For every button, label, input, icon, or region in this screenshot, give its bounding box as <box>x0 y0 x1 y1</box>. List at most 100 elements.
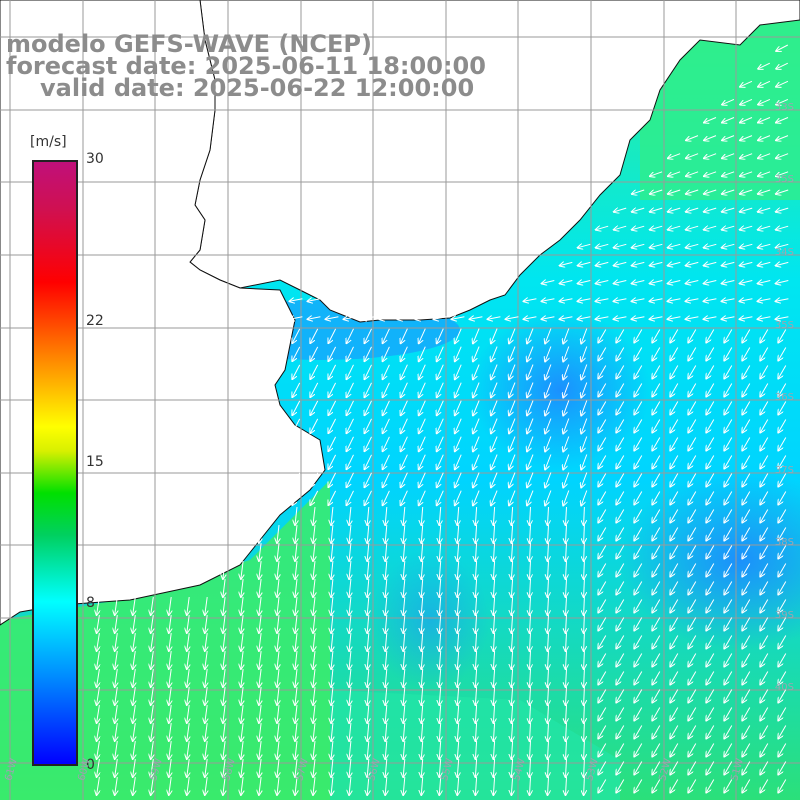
wind-arrow <box>563 454 570 470</box>
wind-arrow <box>566 776 567 795</box>
wind-arrow <box>545 400 552 416</box>
wind-arrow <box>349 542 351 561</box>
wind-arrow <box>241 633 243 651</box>
wind-arrow <box>563 346 570 362</box>
wind-arrow <box>419 400 426 416</box>
wind-arrow <box>491 364 498 380</box>
wind-arrow <box>706 329 715 343</box>
wind-arrow <box>509 364 516 380</box>
wind-arrow <box>688 581 697 595</box>
wind-arrow <box>760 707 769 721</box>
wind-arrow <box>475 542 476 561</box>
wind-arrow <box>563 382 570 398</box>
wind-arrow <box>548 722 549 741</box>
wind-arrow <box>688 491 697 505</box>
wind-arrow <box>776 208 789 212</box>
wind-arrow <box>421 776 422 795</box>
wind-arrow <box>760 455 769 469</box>
wind-arrow <box>740 98 753 104</box>
wind-arrow <box>530 596 531 615</box>
wind-arrow <box>545 364 552 380</box>
wind-arrow <box>527 400 534 416</box>
wind-arrow <box>295 687 297 705</box>
wind-arrow <box>308 299 321 302</box>
wind-arrow <box>688 707 697 721</box>
wind-arrow <box>548 740 549 759</box>
wind-arrow <box>760 491 769 505</box>
wind-arrow <box>331 506 333 525</box>
wind-arrow <box>491 328 498 344</box>
wind-arrow <box>439 704 440 723</box>
wind-arrow <box>616 617 625 631</box>
wind-arrow <box>581 418 588 434</box>
wind-arrow <box>581 346 588 362</box>
wind-arrow <box>241 741 243 759</box>
wind-arrow <box>724 761 733 775</box>
wind-arrow <box>742 383 751 397</box>
wind-arrow <box>634 707 643 721</box>
wind-arrow <box>760 581 769 595</box>
wind-arrow <box>530 686 531 705</box>
wind-arrow <box>548 578 549 597</box>
wind-arrow <box>776 299 789 302</box>
wind-arrow <box>367 668 369 687</box>
wind-arrow <box>545 418 552 434</box>
wind-arrow <box>277 561 279 579</box>
wind-arrow <box>632 281 645 284</box>
wind-arrow <box>187 723 189 741</box>
wind-arrow <box>241 759 243 777</box>
wind-arrow <box>686 208 699 212</box>
wind-arrow <box>634 365 643 379</box>
wind-arrow <box>598 761 607 775</box>
wind-arrow <box>473 328 480 344</box>
wind-arrow <box>598 347 607 361</box>
wind-arrow <box>403 704 405 723</box>
wind-arrow <box>776 153 789 159</box>
wind-arrow <box>584 542 585 561</box>
wind-arrow <box>457 524 458 543</box>
wind-arrows <box>97 44 789 795</box>
wind-arrow <box>758 153 771 159</box>
colorbar-tick-label: 22 <box>86 312 104 329</box>
wind-arrow <box>398 317 411 319</box>
wind-arrow <box>584 578 585 597</box>
wind-arrow <box>706 617 715 631</box>
wind-arrow <box>509 346 516 362</box>
wind-arrow <box>328 328 337 343</box>
wind-arrow <box>385 506 387 525</box>
wind-arrow <box>776 317 789 319</box>
wind-arrow <box>652 401 661 415</box>
wind-arrow <box>385 542 387 561</box>
wind-arrow <box>475 704 476 723</box>
wind-arrow <box>724 419 733 433</box>
wind-arrow <box>347 436 354 451</box>
wind-arrow <box>277 741 279 759</box>
wind-arrow <box>706 743 715 757</box>
wind-arrow <box>563 472 570 488</box>
wind-arrow <box>367 596 369 615</box>
wind-arrow <box>548 758 549 777</box>
wind-arrow <box>493 542 494 561</box>
wind-arrow <box>545 472 552 488</box>
wind-arrow <box>760 509 769 523</box>
wind-arrow <box>401 346 408 362</box>
wind-arrow <box>401 364 408 380</box>
wind-arrow <box>542 281 555 284</box>
wind-arrow <box>724 599 733 613</box>
wind-arrow <box>688 329 697 343</box>
wind-arrow <box>169 633 171 651</box>
wind-arrow <box>652 455 661 469</box>
wind-arrow <box>365 418 372 433</box>
wind-arrow <box>742 509 751 523</box>
wind-arrow <box>724 365 733 379</box>
latitude-label: 39S <box>774 610 794 621</box>
wind-arrow <box>742 347 751 361</box>
wind-arrow <box>97 777 100 795</box>
wind-arrow <box>598 455 607 469</box>
wind-arrow <box>473 400 480 416</box>
wind-arrow <box>563 328 570 344</box>
wind-arrow <box>437 418 444 434</box>
wind-arrow <box>97 633 100 651</box>
wind-arrow <box>652 545 661 559</box>
wind-arrow <box>686 299 699 302</box>
